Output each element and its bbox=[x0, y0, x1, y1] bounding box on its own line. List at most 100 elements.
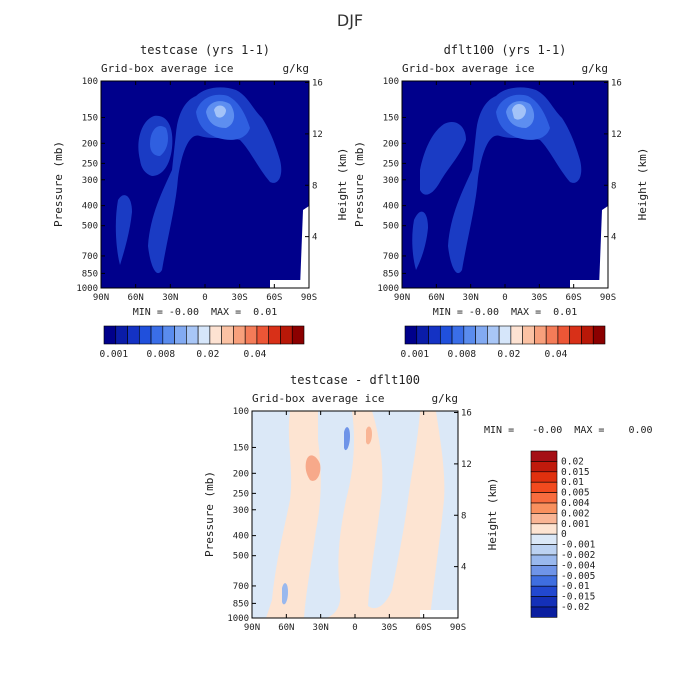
x-tick-label: 30S bbox=[381, 623, 397, 633]
colorbar-label: 0.02 bbox=[497, 349, 520, 360]
colorbar-label: -0.01 bbox=[561, 581, 590, 592]
y-right-tick-label: 16 bbox=[611, 79, 622, 89]
contour-field bbox=[252, 411, 458, 618]
colorbar: 0.001 0.008 0.02 0.04 bbox=[400, 325, 606, 360]
field-level-1c bbox=[412, 211, 428, 270]
colorbar-swatch bbox=[592, 325, 606, 345]
panel-title: testcase (yrs 1-1) bbox=[140, 43, 270, 57]
panel-subtitle-left: Grid-box average ice bbox=[101, 62, 233, 75]
field-neg-region-4 bbox=[430, 411, 458, 618]
y-tick-label: 850 bbox=[82, 269, 98, 279]
x-tick-label: 30S bbox=[232, 293, 248, 303]
colorbar-swatch bbox=[530, 450, 558, 462]
colorbar-swatch bbox=[209, 325, 222, 345]
y-tick-label: 1000 bbox=[227, 614, 249, 624]
y-tick-label: 250 bbox=[82, 159, 98, 169]
y-tick-label: 300 bbox=[82, 176, 98, 186]
x-tick-label: 90S bbox=[600, 293, 616, 303]
field-level-1 bbox=[148, 87, 282, 274]
y-axis-label: Pressure (mb) bbox=[52, 141, 65, 227]
y-axis-label-right: Height (km) bbox=[336, 148, 349, 221]
y-tick-label: 200 bbox=[383, 139, 399, 149]
colorbar-swatch bbox=[530, 461, 558, 473]
x-tick-label: 0 bbox=[352, 623, 357, 633]
y-right-tick-label: 8 bbox=[461, 511, 466, 521]
y-tick-label: 1000 bbox=[76, 284, 98, 294]
field-level-1 bbox=[448, 87, 582, 274]
y-right-tick-label: 16 bbox=[312, 79, 323, 89]
y-tick-label: 100 bbox=[82, 77, 98, 87]
colorbar-label: 0 bbox=[561, 529, 567, 540]
y-tick-label: 100 bbox=[233, 407, 249, 417]
x-tick-label: 90N bbox=[244, 623, 260, 633]
y-tick-label: 500 bbox=[383, 222, 399, 232]
colorbar-label: -0.004 bbox=[561, 560, 596, 571]
x-tick-label: 0 bbox=[202, 293, 207, 303]
x-tick-label: 30N bbox=[313, 623, 329, 633]
y-tick-label: 850 bbox=[233, 599, 249, 609]
colorbar-label: 0.008 bbox=[448, 349, 477, 360]
colorbar-swatch bbox=[127, 325, 140, 345]
y-tick-label: 250 bbox=[233, 489, 249, 499]
colorbar-label: 0.02 bbox=[196, 349, 219, 360]
colorbar-swatch bbox=[530, 565, 558, 577]
colorbar-swatch bbox=[186, 325, 199, 345]
colorbar-swatch bbox=[291, 325, 305, 345]
axis-ticks: 100 150 200 250 300 400 500 700 850 1000 16 12 8 4 90N… bbox=[227, 407, 472, 633]
x-tick-label: 90S bbox=[450, 623, 466, 633]
field-nodata-edge bbox=[300, 206, 309, 288]
y-tick-label: 500 bbox=[82, 222, 98, 232]
colorbar-swatch bbox=[530, 471, 558, 483]
colorbar-label: 0.004 bbox=[561, 498, 590, 509]
x-tick-label: 60N bbox=[278, 623, 294, 633]
colorbar-swatch bbox=[510, 325, 523, 345]
field-neg-region-2 bbox=[304, 411, 354, 618]
colorbar-swatch bbox=[530, 533, 558, 545]
x-tick-label: 30N bbox=[162, 293, 178, 303]
colorbar-label: 0.02 bbox=[561, 456, 584, 467]
panel-title: testcase - dflt100 bbox=[290, 373, 420, 387]
y-axis-label-right: Height (km) bbox=[486, 478, 499, 551]
x-tick-label: 60S bbox=[416, 623, 432, 633]
colorbar-label: 0.015 bbox=[561, 467, 590, 478]
colorbar-swatch bbox=[530, 554, 558, 566]
y-axis-label: Pressure (mb) bbox=[203, 471, 216, 557]
colorbar-swatch bbox=[530, 575, 558, 587]
y-tick-label: 250 bbox=[383, 159, 399, 169]
y-right-tick-label: 4 bbox=[461, 563, 466, 573]
y-right-tick-label: 16 bbox=[461, 409, 472, 419]
y-right-tick-label: 4 bbox=[312, 233, 317, 243]
y-tick-label: 200 bbox=[233, 469, 249, 479]
colorbar-swatch bbox=[115, 325, 128, 345]
x-tick-label: 0 bbox=[502, 293, 507, 303]
panel-dflt100: dflt100 (yrs 1-1) Grid-box average ice g… bbox=[353, 43, 649, 360]
colorbar-swatch bbox=[530, 492, 558, 504]
y-right-tick-label: 12 bbox=[611, 130, 622, 140]
y-axis-label-right: Height (km) bbox=[636, 148, 649, 221]
colorbar-swatch bbox=[581, 325, 594, 345]
colorbar-label: -0.005 bbox=[561, 571, 595, 582]
panel-subtitle-left: Grid-box average ice bbox=[402, 62, 534, 75]
colorbar-vertical: 0.020.0150.010.0050.0040.0020.0010-0.001… bbox=[530, 450, 596, 618]
field-nodata-edge bbox=[599, 206, 608, 288]
figure-title: DJF bbox=[337, 11, 363, 30]
colorbar-swatch bbox=[404, 325, 418, 345]
colorbar-label: 0.008 bbox=[147, 349, 176, 360]
y-tick-label: 400 bbox=[233, 532, 249, 542]
field-level-2b bbox=[150, 125, 168, 156]
colorbar-swatch bbox=[451, 325, 465, 345]
colorbar-swatch bbox=[530, 513, 558, 525]
y-tick-label: 850 bbox=[383, 269, 399, 279]
x-tick-label: 60N bbox=[128, 293, 144, 303]
colorbar-swatch bbox=[522, 325, 535, 345]
colorbar-label: -0.015 bbox=[561, 592, 595, 603]
field-level-4 bbox=[214, 105, 226, 118]
colorbar-swatch bbox=[475, 325, 488, 345]
colorbar-label: 0.04 bbox=[243, 349, 266, 360]
field-pos-blob-2 bbox=[366, 426, 372, 445]
field-neg-blob-1 bbox=[344, 427, 350, 451]
colorbar: 0.001 0.008 0.02 0.04 bbox=[99, 325, 305, 360]
colorbar-swatch bbox=[569, 325, 582, 345]
colorbar-swatch bbox=[439, 325, 453, 345]
colorbar-swatch bbox=[463, 325, 476, 345]
